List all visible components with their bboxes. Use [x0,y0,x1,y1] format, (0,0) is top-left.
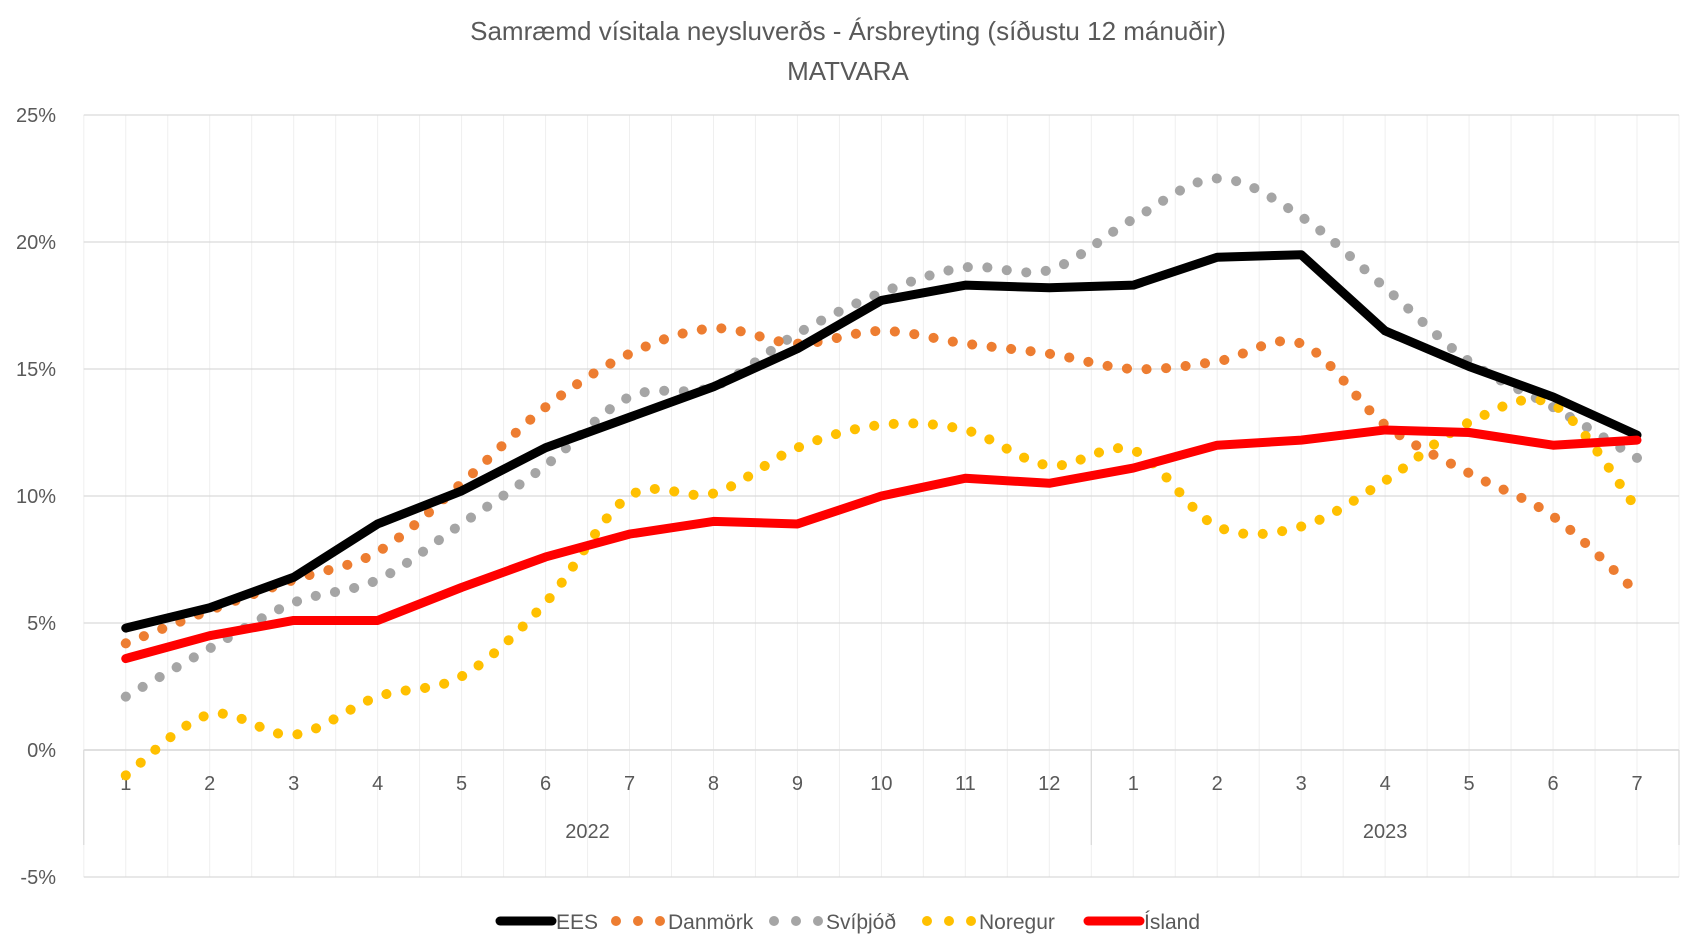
y-tick-label: -5% [20,867,56,889]
x-tick-label: 1 [1128,773,1139,795]
y-axis: -5% 0% 5% 10% 15% 20% 25% [16,105,56,889]
y-tick-label: 0% [27,740,56,762]
x-tick-label: 3 [288,773,299,795]
x-tick-label: 7 [624,773,635,795]
x-tick-label: 3 [1296,773,1307,795]
legend-label-ees: EES [556,911,598,934]
x-tick-label: 4 [372,773,383,795]
legend-swatch-danm-rk [633,916,643,926]
y-tick-label: 10% [16,486,56,508]
y-tick-label: 5% [27,613,56,635]
legend-label-noregur: Noregur [979,911,1055,934]
y-tick-label: 20% [16,232,56,254]
y-tick-label: 15% [16,359,56,381]
x-tick-label: 5 [456,773,467,795]
x-tick-label: 4 [1380,773,1391,795]
x-tick-label: 7 [1631,773,1642,795]
x-group-label: 2023 [1363,821,1408,843]
series-group [120,173,1643,781]
legend-swatch-noregur [944,916,954,926]
legend-swatch-sv-j- [813,916,823,926]
legend-swatch-noregur [922,916,932,926]
x-tick-label: 2 [1212,773,1223,795]
series-line-danm-rk [120,323,1643,649]
chart-subtitle: MATVARA [787,56,909,86]
legend-swatch-sv-j- [769,916,779,926]
x-tick-label: 6 [1547,773,1558,795]
series-line-noregur [120,394,1643,781]
legend-swatch-noregur [966,916,976,926]
x-tick-label: 1 [120,773,131,795]
x-tick-label: 8 [708,773,719,795]
x-group-label: 2022 [565,821,610,843]
x-tick-label: 11 [955,773,976,795]
x-tick-label: 10 [870,773,892,795]
legend-swatch-danm-rk [611,916,621,926]
x-tick-label: 2 [204,773,215,795]
legend: EES Danmörk Svíþjóð Noregur Ísland [495,911,1200,934]
x-tick-label: 6 [540,773,551,795]
legend-label-sv-j-: Svíþjóð [826,911,896,934]
x-tick-label: 12 [1038,773,1060,795]
y-tick-label: 25% [16,105,56,127]
chart-title: Samræmd vísitala neysluverðs - Ársbreyti… [470,16,1226,46]
x-tick-label: 5 [1464,773,1475,795]
legend-swatch-danm-rk [655,916,665,926]
legend-swatch-sv-j- [791,916,801,926]
legend-label-danm-rk: Danmörk [668,911,754,934]
x-tick-label: 9 [792,773,803,795]
legend-label--sland: Ísland [1144,911,1200,934]
